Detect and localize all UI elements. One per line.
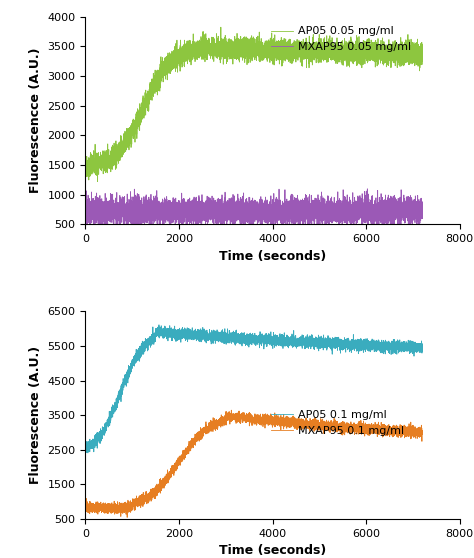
AP05 0.05 mg/ml <box>329 42 335 49</box>
MXAP95 0.1 mg/ml <box>82 503 88 510</box>
MXAP95 0.05 mg/ml <box>419 206 425 213</box>
X-axis label: Time (seconds): Time (seconds) <box>219 544 326 557</box>
AP05 0.1 mg/ml <box>329 338 335 344</box>
MXAP95 0.1 mg/ml <box>419 427 425 434</box>
AP05 0.05 mg/ml <box>242 35 248 41</box>
MXAP95 0.05 mg/ml <box>405 208 411 215</box>
Y-axis label: Fluorescence (A.U.): Fluorescence (A.U.) <box>29 346 42 484</box>
Line: AP05 0.1 mg/ml: AP05 0.1 mg/ml <box>85 325 422 453</box>
AP05 0.1 mg/ml <box>401 348 407 355</box>
MXAP95 0.05 mg/ml <box>82 207 88 214</box>
MXAP95 0.05 mg/ml <box>203 233 209 240</box>
Line: MXAP95 0.05 mg/ml: MXAP95 0.05 mg/ml <box>85 189 422 237</box>
AP05 0.05 mg/ml <box>405 50 411 57</box>
AP05 0.1 mg/ml <box>405 337 411 344</box>
MXAP95 0.1 mg/ml <box>197 430 203 437</box>
AP05 0.1 mg/ml <box>338 346 344 353</box>
AP05 0.05 mg/ml <box>218 24 224 31</box>
Line: AP05 0.05 mg/ml: AP05 0.05 mg/ml <box>85 27 422 181</box>
AP05 0.05 mg/ml <box>419 58 425 65</box>
MXAP95 0.05 mg/ml <box>197 205 203 211</box>
MXAP95 0.1 mg/ml <box>329 423 335 430</box>
Y-axis label: Fluorescencce (A.U.): Fluorescencce (A.U.) <box>29 48 42 193</box>
MXAP95 0.05 mg/ml <box>338 207 344 214</box>
AP05 0.1 mg/ml <box>85 450 91 456</box>
AP05 0.05 mg/ml <box>95 178 100 185</box>
AP05 0.05 mg/ml <box>401 57 407 64</box>
AP05 0.1 mg/ml <box>419 348 425 355</box>
X-axis label: Time (seconds): Time (seconds) <box>219 249 326 262</box>
Legend: AP05 0.05 mg/ml, MXAP95 0.05 mg/ml: AP05 0.05 mg/ml, MXAP95 0.05 mg/ml <box>271 26 411 52</box>
AP05 0.05 mg/ml <box>82 161 88 167</box>
AP05 0.1 mg/ml <box>82 445 88 451</box>
MXAP95 0.05 mg/ml <box>365 185 370 192</box>
Legend: AP05 0.1 mg/ml, MXAP95 0.1 mg/ml: AP05 0.1 mg/ml, MXAP95 0.1 mg/ml <box>271 410 404 436</box>
MXAP95 0.1 mg/ml <box>401 431 407 438</box>
AP05 0.05 mg/ml <box>338 47 344 54</box>
MXAP95 0.1 mg/ml <box>242 417 248 424</box>
AP05 0.1 mg/ml <box>242 334 248 341</box>
MXAP95 0.1 mg/ml <box>228 407 234 413</box>
Line: MXAP95 0.1 mg/ml: MXAP95 0.1 mg/ml <box>85 410 422 517</box>
MXAP95 0.05 mg/ml <box>329 209 335 215</box>
MXAP95 0.1 mg/ml <box>124 514 130 521</box>
AP05 0.1 mg/ml <box>156 321 162 328</box>
MXAP95 0.1 mg/ml <box>338 426 344 432</box>
AP05 0.1 mg/ml <box>197 331 203 338</box>
MXAP95 0.05 mg/ml <box>242 200 248 207</box>
MXAP95 0.1 mg/ml <box>405 426 411 433</box>
AP05 0.05 mg/ml <box>197 47 203 54</box>
MXAP95 0.05 mg/ml <box>401 195 407 202</box>
